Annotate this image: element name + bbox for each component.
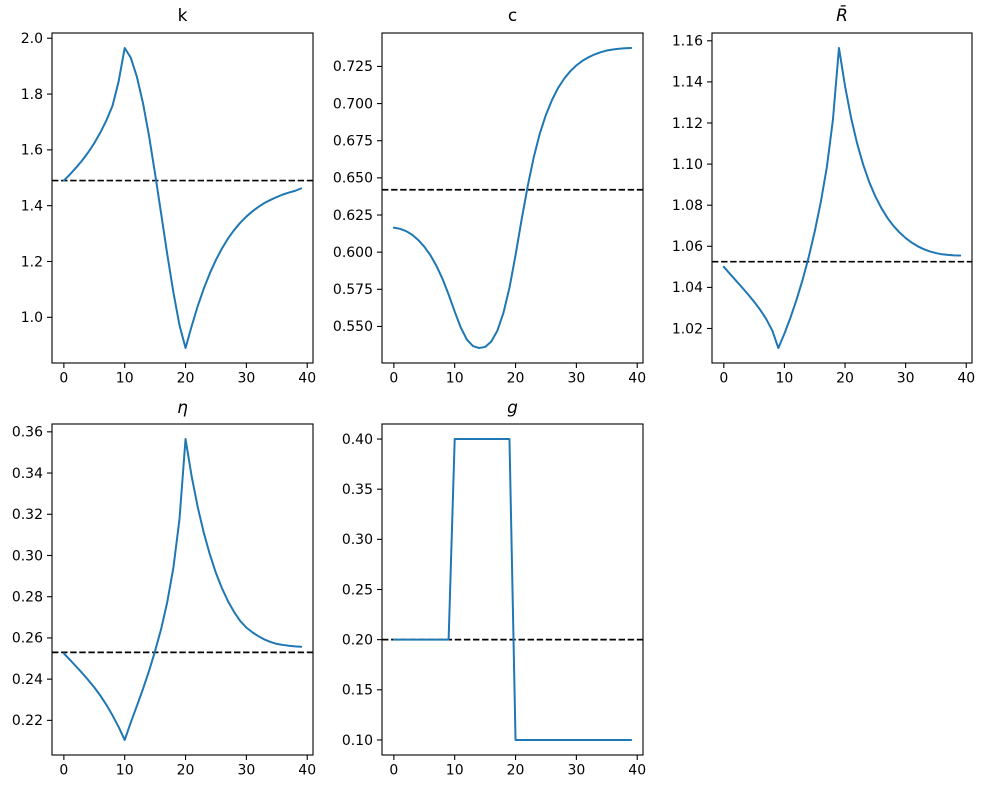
x-tick-label: 20 bbox=[177, 763, 195, 779]
y-tick-label: 1.06 bbox=[672, 239, 703, 255]
y-tick-label: 0.575 bbox=[333, 282, 373, 298]
series-line bbox=[62, 438, 303, 741]
plot-area-c: 0.550 0.575 0.600 0.625 0.650 0.675 0.700 0.725… bbox=[333, 32, 646, 387]
x-tick-label: 10 bbox=[776, 371, 794, 387]
x-tick-label: 30 bbox=[237, 371, 255, 387]
y-tick-label: 0.725 bbox=[333, 59, 373, 75]
x-tick-label: 40 bbox=[628, 763, 646, 779]
y-tick-label: 1.14 bbox=[672, 75, 703, 91]
subplot-k: 1.0 1.2 1.4 1.6 1.8 2.0 0 10 20 30 40 k bbox=[0, 0, 330, 395]
y-tick-label: 0.34 bbox=[12, 466, 43, 482]
y-tick-label: 1.4 bbox=[21, 198, 43, 214]
y-tick-label: 1.8 bbox=[21, 87, 43, 103]
subplot-title-eta: η bbox=[177, 398, 188, 418]
x-tick-label: 30 bbox=[237, 763, 255, 779]
x-tick-label: 0 bbox=[389, 371, 398, 387]
series-line bbox=[722, 47, 962, 349]
y-tick-label: 0.25 bbox=[342, 582, 373, 598]
series-line bbox=[392, 438, 633, 741]
x-tick-label: 0 bbox=[719, 371, 728, 387]
y-tick-label: 0.625 bbox=[333, 208, 373, 224]
x-tick-label: 10 bbox=[446, 371, 464, 387]
empty-cell bbox=[660, 395, 989, 790]
x-tick-label: 40 bbox=[298, 763, 316, 779]
subplot-g: 0.10 0.15 0.20 0.25 0.30 0.35 0.40 0 10 20 30 40 g bbox=[330, 395, 660, 790]
y-tick-label: 0.26 bbox=[12, 631, 43, 647]
y-tick-label: 0.24 bbox=[12, 672, 43, 688]
axes-frame bbox=[51, 32, 314, 364]
y-tick-label: 0.32 bbox=[12, 507, 43, 523]
subplot-title-rbar: R̄ bbox=[836, 6, 848, 26]
series-line bbox=[62, 47, 303, 349]
y-tick-label: 0.22 bbox=[12, 713, 43, 729]
y-tick-label: 0.600 bbox=[333, 245, 373, 261]
axes-frame bbox=[381, 32, 644, 364]
y-tick-label: 1.04 bbox=[672, 280, 703, 296]
subplot-rbar: 1.02 1.04 1.06 1.08 1.10 1.12 1.14 1.16 0 10 20 30 4… bbox=[660, 0, 989, 395]
x-tick-label: 20 bbox=[836, 371, 854, 387]
y-tick-label: 0.550 bbox=[333, 319, 373, 335]
subplot-title-k: k bbox=[177, 6, 188, 26]
y-tick-label: 0.700 bbox=[333, 96, 373, 112]
x-tick-label: 0 bbox=[59, 371, 68, 387]
x-tick-label: 10 bbox=[116, 371, 134, 387]
x-tick-label: 0 bbox=[59, 763, 68, 779]
axes-frame bbox=[711, 32, 973, 364]
y-tick-label: 0.36 bbox=[12, 425, 43, 441]
y-tick-label: 0.650 bbox=[333, 171, 373, 187]
y-tick-label: 1.2 bbox=[21, 254, 43, 270]
subplot-title-c: c bbox=[507, 6, 518, 26]
y-tick-label: 2.0 bbox=[21, 31, 43, 47]
series-line bbox=[392, 47, 633, 349]
plot-area-rbar: 1.02 1.04 1.06 1.08 1.10 1.12 1.14 1.16 0 10 20 30 4… bbox=[672, 32, 975, 387]
plot-area-eta: 0.22 0.24 0.26 0.28 0.30 0.32 0.34 0.36 0 10 20 30 4… bbox=[12, 423, 316, 779]
y-tick-label: 1.02 bbox=[672, 321, 703, 337]
plot-area-g: 0.10 0.15 0.20 0.25 0.30 0.35 0.40 0 10 20 30 40 bbox=[342, 423, 646, 779]
x-tick-label: 40 bbox=[957, 371, 975, 387]
y-tick-label: 0.10 bbox=[342, 733, 373, 749]
plot-area-k: 1.0 1.2 1.4 1.6 1.8 2.0 0 10 20 30 40 bbox=[21, 31, 316, 387]
y-tick-label: 0.15 bbox=[342, 683, 373, 699]
x-tick-label: 20 bbox=[177, 371, 195, 387]
subplot-title-g: g bbox=[507, 398, 518, 418]
subplot-c: 0.550 0.575 0.600 0.625 0.650 0.675 0.700 0.725… bbox=[330, 0, 660, 395]
y-tick-label: 0.40 bbox=[342, 432, 373, 448]
y-tick-label: 1.16 bbox=[672, 34, 703, 50]
x-tick-label: 40 bbox=[628, 371, 646, 387]
y-tick-label: 0.20 bbox=[342, 632, 373, 648]
subplot-eta: 0.22 0.24 0.26 0.28 0.30 0.32 0.34 0.36 0 10 20 30 4… bbox=[0, 395, 330, 790]
x-tick-label: 20 bbox=[507, 763, 525, 779]
x-tick-label: 40 bbox=[298, 371, 316, 387]
y-tick-label: 0.28 bbox=[12, 590, 43, 606]
y-tick-label: 1.0 bbox=[21, 310, 43, 326]
y-tick-label: 0.35 bbox=[342, 482, 373, 498]
x-tick-label: 10 bbox=[446, 763, 464, 779]
axes-frame bbox=[51, 423, 314, 756]
y-tick-label: 0.30 bbox=[342, 532, 373, 548]
x-tick-label: 0 bbox=[389, 763, 398, 779]
y-tick-label: 1.08 bbox=[672, 198, 703, 214]
x-tick-label: 30 bbox=[567, 371, 585, 387]
x-tick-label: 30 bbox=[567, 763, 585, 779]
y-tick-label: 1.12 bbox=[672, 116, 703, 132]
x-tick-label: 10 bbox=[116, 763, 134, 779]
x-tick-label: 30 bbox=[897, 371, 915, 387]
x-tick-label: 20 bbox=[507, 371, 525, 387]
y-tick-label: 0.675 bbox=[333, 134, 373, 150]
y-tick-label: 1.6 bbox=[21, 143, 43, 159]
y-tick-label: 1.10 bbox=[672, 157, 703, 173]
y-tick-label: 0.30 bbox=[12, 548, 43, 564]
